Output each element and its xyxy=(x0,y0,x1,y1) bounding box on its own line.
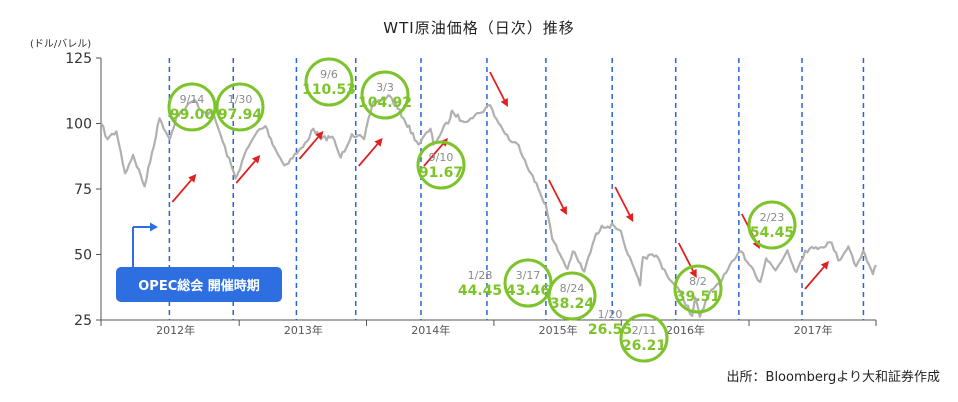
annotation-value: 97.94 xyxy=(218,107,263,123)
y-tick-label: 125 xyxy=(65,51,92,67)
x-tick-label: 2016年 xyxy=(666,323,705,337)
annotation-circle xyxy=(360,70,410,120)
y-tick-label: 100 xyxy=(65,117,92,133)
price-line xyxy=(100,94,877,318)
legend: OPEC総会 開催時期 xyxy=(116,222,282,302)
trend-arrow-head xyxy=(374,138,383,147)
trend-arrow-shaft xyxy=(548,179,565,209)
legend-label: OPEC総会 開催時期 xyxy=(138,278,260,294)
annotation-circle xyxy=(416,140,466,190)
trend-arrow-head xyxy=(559,206,567,215)
annotation-date: 2/23 xyxy=(760,211,785,224)
annotation-value: 54.45 xyxy=(750,225,794,241)
x-tick-label: 2013年 xyxy=(284,323,323,337)
annotation-value: 44.45 xyxy=(458,283,502,299)
annotation-value: 43.46 xyxy=(506,283,550,299)
annotation-date: 8/2 xyxy=(689,275,707,288)
x-tick-label: 2014年 xyxy=(411,323,450,337)
trend-arrow-shaft xyxy=(614,186,631,216)
annotation-circle xyxy=(619,313,669,363)
annotation-circle xyxy=(547,271,597,321)
trend-arrow-head xyxy=(252,155,261,164)
annotation-date: 9/6 xyxy=(320,68,338,81)
x-tick-label: 2017年 xyxy=(794,323,833,337)
trend-arrow-shaft xyxy=(489,71,506,101)
x-tick-label: 2015年 xyxy=(539,323,578,337)
trend-arrows xyxy=(171,71,830,290)
annotation-circle xyxy=(503,258,553,308)
axes: 25 50 75 100 125 2012年 2013年 2014年 2015年 2016年 201… xyxy=(65,51,877,337)
annotation-value: 38.24 xyxy=(550,296,595,312)
trend-arrow-shaft xyxy=(804,266,825,290)
annotation-value: 91.67 xyxy=(419,165,463,181)
trend-arrow-head xyxy=(625,213,634,222)
trend-arrow-shaft xyxy=(235,160,256,184)
annotation-circle xyxy=(304,57,354,107)
annotation-circle xyxy=(747,200,797,250)
annotation-circle xyxy=(673,264,723,314)
annotation-date: 9/10 xyxy=(429,151,454,164)
x-tick-label: 2012年 xyxy=(156,323,195,337)
annotation-date: 3/17 xyxy=(516,269,541,282)
annotation-circle xyxy=(167,82,217,132)
y-tick-label: 25 xyxy=(74,313,92,329)
trend-arrow-shaft xyxy=(423,143,444,167)
y-tick-label: 50 xyxy=(74,248,92,264)
price-series xyxy=(100,94,877,318)
chart-title: WTI原油価格（日次）推移 xyxy=(383,19,574,37)
annotation-date: 1/30 xyxy=(228,93,253,106)
trend-arrow-head xyxy=(188,174,197,183)
trend-arrow-shaft xyxy=(171,179,192,203)
annotation-value: 104.92 xyxy=(358,95,412,111)
annotation-circle xyxy=(215,82,265,132)
trend-arrow-head xyxy=(315,131,324,140)
annotation-value: 99.00 xyxy=(170,107,215,123)
trend-arrow-shaft xyxy=(358,143,379,167)
annotation-date: 1/28 xyxy=(468,269,493,282)
annotation-date: 1/20 xyxy=(598,308,623,321)
trend-arrow-shaft xyxy=(298,136,319,160)
annotation-value: 26.21 xyxy=(622,338,666,354)
source-note: 出所：Bloombergより大和証券作成 xyxy=(727,369,940,385)
annotation-date: 9/14 xyxy=(180,93,205,106)
annotation-date: 3/3 xyxy=(376,81,394,94)
annotation-date: 8/24 xyxy=(560,282,585,295)
annotation-value: 39.51 xyxy=(676,289,720,305)
trend-arrow-head xyxy=(500,98,508,107)
legend-pointer-icon xyxy=(150,222,158,232)
trend-arrow-head xyxy=(820,261,830,270)
trend-arrow-head xyxy=(689,269,697,278)
y-axis-unit-label: (ドル/バレル) xyxy=(30,38,91,50)
legend-box xyxy=(116,267,282,302)
y-tick-label: 75 xyxy=(74,182,92,198)
annotation-value: 110.53 xyxy=(302,82,356,98)
annotation-date: 2/11 xyxy=(632,324,657,337)
